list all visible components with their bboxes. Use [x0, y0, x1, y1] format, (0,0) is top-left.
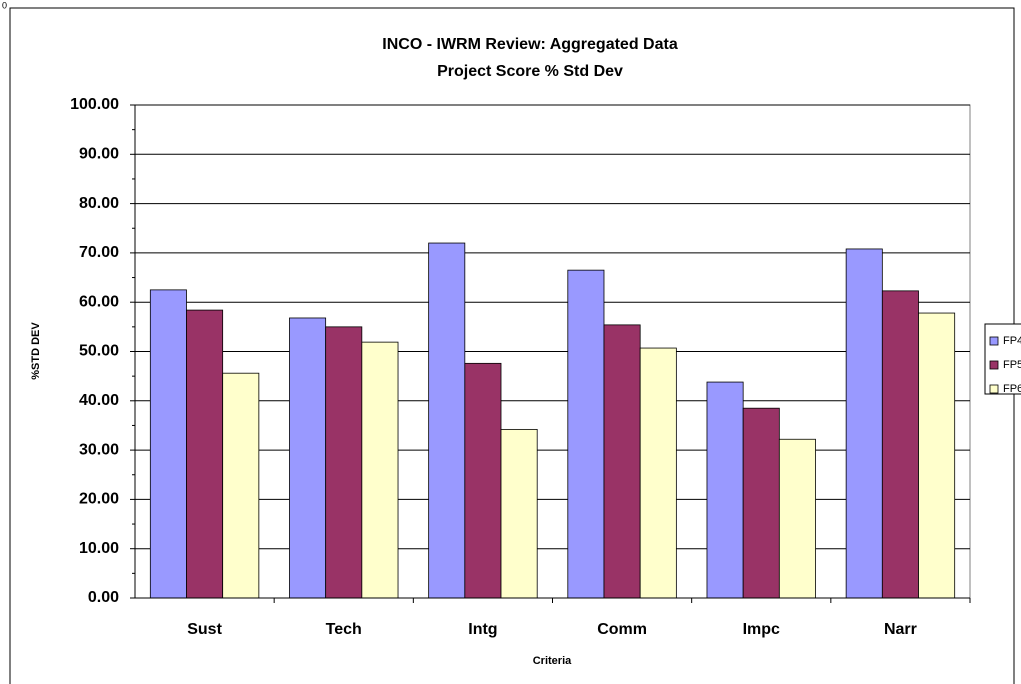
bar: [742, 407, 780, 599]
legend-swatch: [989, 336, 999, 346]
bar: [918, 312, 956, 599]
y-tick-label: 50.00: [79, 343, 119, 360]
y-tick-label: 30.00: [79, 441, 119, 458]
bar: [845, 248, 883, 599]
x-tick-label: Narr: [884, 621, 917, 638]
x-tick-label: Sust: [187, 621, 222, 638]
x-tick-label: Tech: [326, 621, 362, 638]
bar: [325, 326, 363, 599]
bar: [706, 381, 744, 599]
x-tick-label: Intg: [468, 621, 497, 638]
y-tick-label: 10.00: [79, 540, 119, 557]
legend-label: FP5: [1003, 359, 1021, 371]
y-tick-label: 90.00: [79, 146, 119, 163]
bar: [222, 372, 260, 599]
x-tick-label: Comm: [597, 621, 647, 638]
x-axis-label: Criteria: [533, 655, 572, 667]
legend-label: FP6: [1003, 383, 1021, 395]
y-axis-label: %STD DEV: [30, 322, 42, 380]
bar: [881, 290, 919, 599]
x-tick-label: Impc: [743, 621, 780, 638]
y-tick-label: 80.00: [79, 195, 119, 212]
legend-label: FP4: [1003, 335, 1021, 347]
legend-swatch: [989, 360, 999, 370]
bar: [639, 347, 677, 599]
bar: [186, 309, 224, 599]
bar: [778, 438, 816, 599]
bar: [500, 428, 538, 599]
bar: [603, 324, 641, 599]
bar: [149, 289, 187, 599]
chart-subtitle: Project Score % Std Dev: [437, 63, 623, 80]
bar: [289, 317, 327, 599]
bar: [464, 362, 502, 599]
y-tick-label: 20.00: [79, 491, 119, 508]
legend-box: [984, 323, 1021, 395]
bar: [428, 242, 466, 599]
bar: [567, 269, 605, 599]
legend-swatch: [989, 384, 999, 394]
bar: [361, 341, 399, 599]
y-tick-label: 60.00: [79, 293, 119, 310]
y-tick-label: 100.00: [70, 96, 119, 113]
y-tick-label: 0.00: [88, 589, 119, 606]
corner-label: 0: [2, 0, 7, 10]
chart-title: INCO - IWRM Review: Aggregated Data: [382, 36, 678, 53]
y-tick-label: 40.00: [79, 392, 119, 409]
y-tick-label: 70.00: [79, 244, 119, 261]
